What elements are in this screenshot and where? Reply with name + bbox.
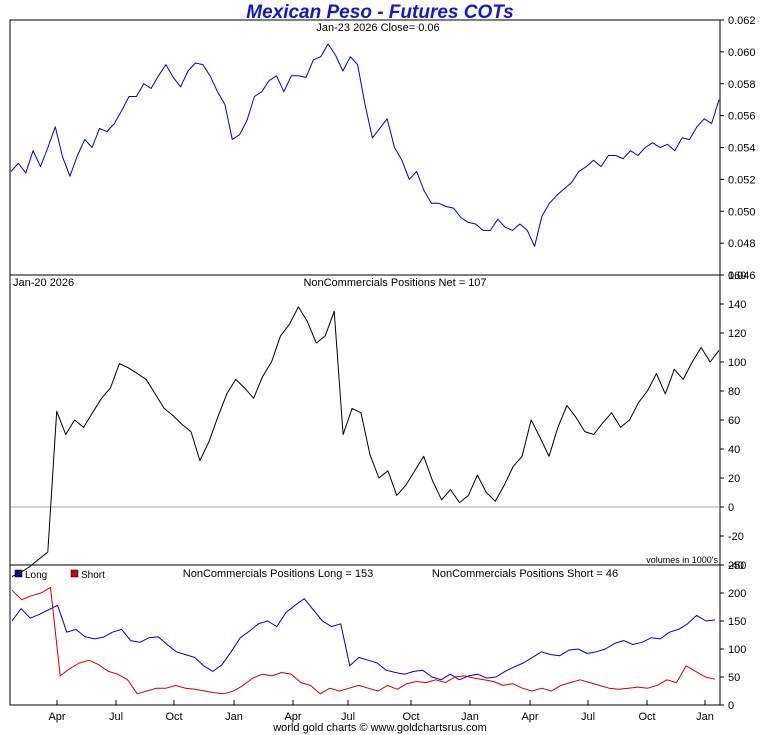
x-tick-label: Apr <box>284 711 301 723</box>
y-tick-label: 100 <box>728 644 746 656</box>
panel-frame-1 <box>9 19 721 276</box>
panel-frame-2 <box>9 274 721 566</box>
x-tick-label: Jan <box>225 711 243 723</box>
y-tick-label: 160 <box>728 270 746 282</box>
x-tick-label: Oct <box>402 711 419 723</box>
y-tick-label: 0.056 <box>728 111 756 123</box>
net-title: NonCommercials Positions Net = 107 <box>303 277 486 289</box>
x-tick-label: Oct <box>638 711 655 723</box>
short-position-line <box>11 586 716 695</box>
y-tick-label: 0.050 <box>728 206 756 218</box>
y-tick-label: 0.058 <box>728 79 756 91</box>
y-tick-label: 0.060 <box>728 47 756 59</box>
y-tick-label: 0.054 <box>728 143 756 155</box>
y-tick-label: 0 <box>728 502 734 514</box>
price-annotation: Jan-23 2026 Close= 0.06 <box>316 22 439 34</box>
x-tick-label: Jul <box>109 711 123 723</box>
y-tick-label: -20 <box>728 531 744 543</box>
y-tick-label: 250 <box>728 560 746 572</box>
price-line <box>10 43 720 247</box>
net-date-annotation: Jan-20 2026 <box>13 277 74 289</box>
y-tick-label: 200 <box>728 588 746 600</box>
y-tick-label: 150 <box>728 616 746 628</box>
legend-long-label: Long <box>25 570 47 581</box>
x-tick-label: Oct <box>165 711 182 723</box>
panel-frame-3 <box>9 564 721 706</box>
y-tick-label: 50 <box>728 672 740 684</box>
volumes-note: volumes in 1000's <box>646 555 718 565</box>
x-tick-label: Apr <box>48 711 65 723</box>
y-tick-label: 140 <box>728 299 746 311</box>
legend-short-label: Short <box>81 570 105 581</box>
y-tick-label: 60 <box>728 415 740 427</box>
footer-credit: world gold charts © www.goldchartsrus.co… <box>273 722 487 734</box>
y-tick-label: 0 <box>728 700 734 712</box>
y-tick-label: 0.052 <box>728 174 756 186</box>
long-position-line <box>11 598 716 681</box>
y-tick-label: 40 <box>728 444 740 456</box>
x-tick-label: Jul <box>581 711 595 723</box>
short-title: NonCommercials Positions Short = 46 <box>432 568 618 580</box>
chart-title: Mexican Peso - Futures COTs <box>246 2 514 23</box>
long-title: NonCommercials Positions Long = 153 <box>183 568 373 580</box>
y-tick-label: -40 <box>728 560 744 572</box>
y-tick-label: 20 <box>728 473 740 485</box>
x-tick-label: Jan <box>461 711 479 723</box>
y-tick-label: 0.046 <box>728 270 756 282</box>
y-tick-label: 100 <box>728 357 746 369</box>
legend-short-swatch <box>70 569 79 578</box>
y-tick-label: 80 <box>728 386 740 398</box>
x-tick-label: Apr <box>521 711 538 723</box>
net-position-line <box>11 306 720 578</box>
y-tick-label: 0.062 <box>728 15 756 27</box>
x-tick-label: Jul <box>341 711 355 723</box>
y-tick-label: 0.048 <box>728 238 756 250</box>
x-tick-label: Jan <box>696 711 714 723</box>
y-tick-label: 120 <box>728 328 746 340</box>
